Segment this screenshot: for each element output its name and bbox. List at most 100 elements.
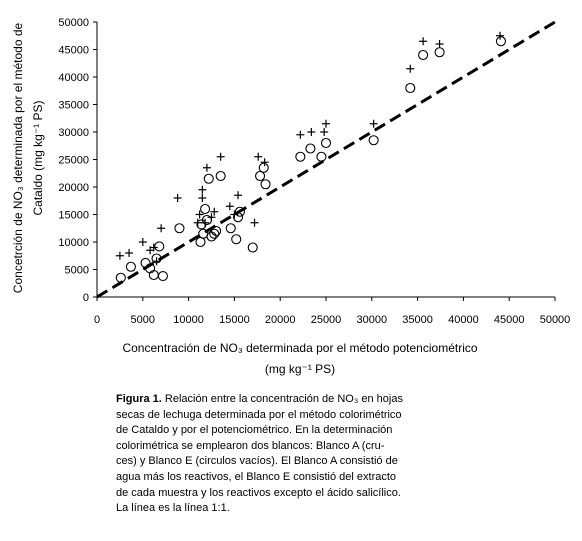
- x-tick-label: 30000: [357, 314, 388, 326]
- plus-marker: [320, 128, 329, 136]
- x-tick-label: 50000: [540, 314, 571, 326]
- ticks: 0 5000 10000 15000 20000 25000 30000 35000 40000…: [58, 17, 570, 326]
- y-axis-title-line2: Cataldo (mg kg⁻¹ PS): [31, 100, 45, 215]
- caption-line-4: colorimétrica se emplearon dos blancos: …: [116, 439, 385, 452]
- circle-marker: [201, 214, 212, 226]
- plus-marker: [496, 31, 505, 40]
- caption-line-5: ces) y Blanco E (circulos vacíos). El Bl…: [116, 455, 398, 468]
- plus-marker: [260, 158, 269, 167]
- y-tick-label: 10000: [58, 237, 89, 249]
- plus-marker: [202, 163, 211, 172]
- plus-marker: [198, 194, 207, 202]
- plus-marker: [254, 152, 263, 161]
- one-to-one-line: [96, 20, 556, 299]
- circle-marker: [247, 242, 258, 253]
- scatter-chart: 0 5000 10000 15000 20000 25000 30000 35000 40000…: [11, 17, 570, 376]
- plus-marker: [435, 40, 444, 48]
- plus-marker: [149, 243, 158, 252]
- plus-marker: [307, 128, 316, 136]
- x-tick-label: 0: [94, 314, 100, 326]
- plus-marker: [152, 257, 161, 266]
- y-tick-label: 40000: [58, 72, 89, 84]
- x-tick-label: 45000: [494, 314, 525, 326]
- x-axis-units: (mg kg⁻¹ PS): [265, 362, 335, 376]
- x-tick-label: 25000: [311, 314, 342, 326]
- x-tick-label: 5000: [131, 314, 155, 326]
- plus-marker: [201, 218, 210, 227]
- plus-marker: [125, 249, 134, 257]
- circle-marker: [115, 272, 126, 283]
- plus-marker: [138, 238, 147, 246]
- plus-marker: [210, 207, 219, 216]
- plus-marker: [406, 64, 415, 73]
- circle-marker: [234, 206, 245, 217]
- plus-marker: [250, 218, 259, 227]
- y-axis-title-line1: Concetrción de NO₃ determinada por el mé…: [11, 22, 25, 293]
- circle-marker: [195, 236, 206, 248]
- circle-marker: [254, 170, 266, 182]
- x-tick-label: 35000: [402, 314, 433, 326]
- circle-marker: [125, 261, 136, 272]
- plus-marker: [193, 218, 202, 227]
- plus-marker: [322, 119, 330, 128]
- y-tick-label: 20000: [58, 182, 89, 194]
- plus-marker: [419, 37, 428, 46]
- caption-line-7: de cada muestra y los reactivos excepto …: [116, 486, 401, 499]
- circle-marker: [200, 203, 211, 215]
- plus-marker: [225, 202, 234, 211]
- plus-marker: [198, 185, 207, 194]
- circle-marker: [231, 234, 242, 245]
- caption-line-1: Relación entre la concentración de NO₃ e…: [161, 393, 403, 405]
- circle-marker: [154, 241, 165, 252]
- circle-marker: [405, 82, 416, 94]
- y-tick-label: 50000: [58, 17, 89, 29]
- reference-line-group: [96, 20, 556, 299]
- data-points: [115, 31, 507, 283]
- figure-caption: Figura 1. Relación entre la concentració…: [116, 392, 416, 517]
- circle-marker: [316, 151, 327, 162]
- y-tick-label: 45000: [58, 45, 89, 57]
- circle-marker: [260, 179, 271, 190]
- plus-marker: [157, 224, 166, 233]
- circle-marker: [320, 137, 332, 149]
- caption-line-2: secas de lechuga determinada por el méto…: [116, 408, 402, 421]
- circle-marker: [305, 143, 316, 154]
- y-tick-label: 0: [83, 292, 89, 304]
- circle-marker: [206, 231, 217, 242]
- circle-marker: [295, 151, 306, 162]
- y-tick-label: 30000: [58, 127, 89, 139]
- axis-titles: Concentración de NO₃ determinada por el …: [11, 22, 478, 376]
- circle-marker: [157, 271, 169, 282]
- circle-marker: [368, 135, 379, 146]
- circle-marker: [225, 223, 236, 234]
- y-tick-label: 15000: [58, 210, 89, 222]
- y-tick-label: 25000: [58, 155, 89, 167]
- circle-marker: [151, 253, 162, 264]
- circle-marker: [418, 49, 429, 61]
- y-tick-label: 35000: [58, 100, 89, 112]
- caption-line-8: La línea es la línea 1:1.: [116, 502, 230, 515]
- caption-line-6: agua más los reactivos, el Blanco E cons…: [116, 470, 397, 483]
- plus-marker: [216, 152, 225, 161]
- circle-marker: [198, 228, 209, 239]
- circle-marker: [174, 223, 185, 234]
- plus-marker: [234, 191, 243, 200]
- caption-label: Figura 1.: [116, 393, 162, 405]
- circle-marker: [211, 225, 222, 237]
- circle-marker: [203, 173, 214, 184]
- plus-marker: [115, 251, 124, 260]
- x-tick-label: 10000: [173, 314, 204, 326]
- x-tick-label: 20000: [265, 314, 296, 326]
- plus-marker: [296, 130, 305, 139]
- plus-marker: [195, 210, 204, 219]
- caption-line-3: de Cataldo y por el potenciométrico. En …: [116, 424, 393, 437]
- plus-marker: [369, 119, 378, 128]
- circle-marker: [209, 228, 220, 239]
- x-tick-label: 40000: [448, 314, 479, 326]
- circle-marker: [258, 162, 269, 173]
- y-tick-label: 5000: [65, 265, 89, 277]
- circle-marker: [140, 257, 151, 268]
- circle-marker: [233, 212, 244, 223]
- circle-marker: [215, 170, 226, 182]
- circle-marker: [495, 36, 507, 47]
